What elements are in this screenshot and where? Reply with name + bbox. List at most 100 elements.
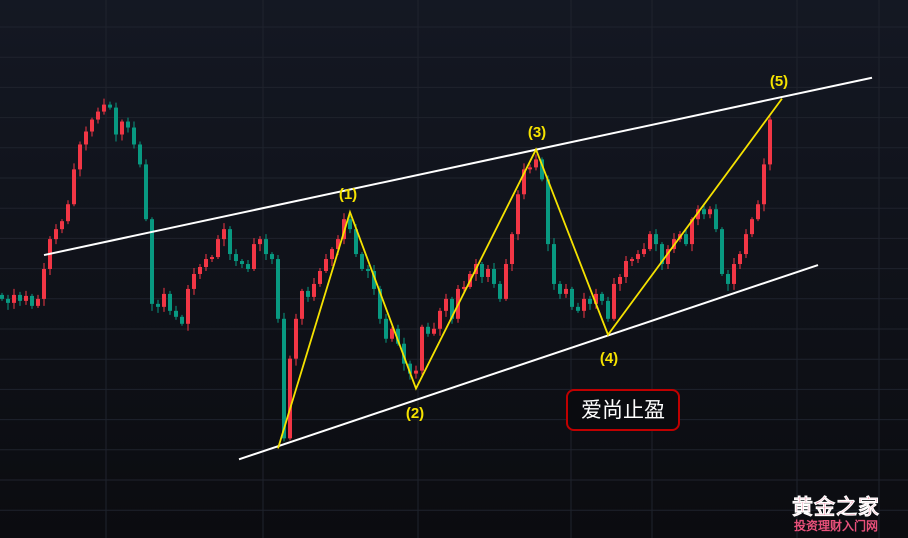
candle-body: [480, 264, 484, 277]
candle-body: [228, 229, 232, 255]
candle-body: [570, 288, 574, 307]
candle-body: [282, 318, 286, 439]
watermark-logo: 黄金之家 投资理财入门网: [792, 495, 880, 534]
candle-body: [438, 310, 442, 329]
candle-body: [150, 219, 154, 304]
candle-body: [516, 194, 520, 235]
candle-body: [246, 264, 250, 269]
candle-body: [522, 169, 526, 195]
candle-body: [234, 254, 238, 262]
candle-body: [594, 293, 598, 304]
candle-body: [666, 249, 670, 265]
candle-body: [534, 159, 538, 168]
candle-body: [96, 111, 100, 120]
watermark-subtitle: 投资理财入门网: [793, 519, 878, 533]
candle-body: [702, 209, 706, 215]
candle-body: [258, 239, 262, 245]
candle-body: [144, 164, 148, 220]
candle-body: [264, 239, 268, 255]
candle-body: [156, 303, 160, 307]
candle-body: [738, 254, 742, 265]
wave-label-5: (5): [770, 73, 788, 90]
candle-body: [270, 254, 274, 260]
candle-body: [348, 219, 352, 230]
candle-body: [486, 269, 490, 277]
candle-body: [528, 167, 532, 170]
candle-body: [750, 219, 754, 235]
candle-body: [636, 254, 640, 260]
candle-body: [312, 283, 316, 297]
candle-body: [324, 259, 328, 271]
candle-body: [162, 293, 166, 307]
candle-body: [714, 209, 718, 230]
candle-body: [378, 288, 382, 319]
candle-body: [384, 318, 388, 339]
candle-body: [558, 283, 562, 294]
candle-body: [210, 257, 214, 260]
candle-body: [582, 298, 586, 311]
candle-body: [336, 239, 340, 250]
candle-body: [120, 121, 124, 135]
candle-body: [216, 239, 220, 258]
candle-body: [612, 283, 616, 319]
candle-body: [408, 363, 412, 374]
candle-body: [174, 310, 178, 317]
candle-body: [726, 273, 730, 284]
candle-body: [756, 204, 760, 220]
candle-body: [426, 326, 430, 334]
candle-body: [276, 259, 280, 319]
candle-body: [690, 219, 694, 245]
candle-body: [180, 316, 184, 324]
candle-body: [588, 298, 592, 304]
candle-body: [450, 298, 454, 319]
candle-body: [66, 204, 70, 222]
candle-body: [300, 290, 304, 319]
candle-body: [12, 294, 16, 303]
candle-body: [6, 298, 10, 303]
candle-body: [546, 179, 550, 245]
candle-body: [720, 229, 724, 274]
candle-body: [204, 259, 208, 268]
candle-body: [462, 286, 466, 289]
candle-body: [30, 295, 34, 306]
candle-body: [306, 290, 310, 297]
candle-body: [126, 121, 130, 128]
candle-body: [132, 127, 136, 145]
candle-body: [288, 358, 292, 439]
candle-body: [252, 244, 256, 269]
candle-body: [390, 328, 394, 339]
candle-body: [222, 229, 226, 240]
candle-body: [318, 270, 322, 284]
candle-body: [54, 229, 58, 240]
channel-lower-line: [238, 264, 819, 461]
candle-body: [564, 288, 568, 294]
candle-body: [630, 259, 634, 262]
candle-body: [414, 370, 418, 374]
tag-label: 爱尚止盈: [566, 389, 680, 431]
candle-body: [654, 234, 658, 245]
candle-body: [642, 249, 646, 255]
candle-body: [294, 318, 298, 359]
candle-body: [432, 328, 436, 334]
candle-body: [552, 244, 556, 284]
elliott-wave-line: [277, 98, 783, 449]
candle-body: [606, 300, 610, 319]
candle-body: [60, 221, 64, 230]
candle-body: [168, 293, 172, 311]
wave-label-4: (4): [600, 350, 618, 367]
candle-body: [192, 273, 196, 289]
candle-body: [684, 234, 688, 245]
candle-body: [576, 306, 580, 311]
candle-body: [648, 234, 652, 250]
candle-body: [360, 254, 364, 269]
candle-body: [0, 294, 4, 299]
candle-body: [72, 169, 76, 205]
candle-body: [36, 298, 40, 306]
candle-body: [78, 144, 82, 170]
candle-body: [42, 269, 46, 299]
candle-body: [24, 295, 28, 301]
wave-label-1: (1): [339, 186, 357, 203]
candle-body: [744, 234, 748, 255]
